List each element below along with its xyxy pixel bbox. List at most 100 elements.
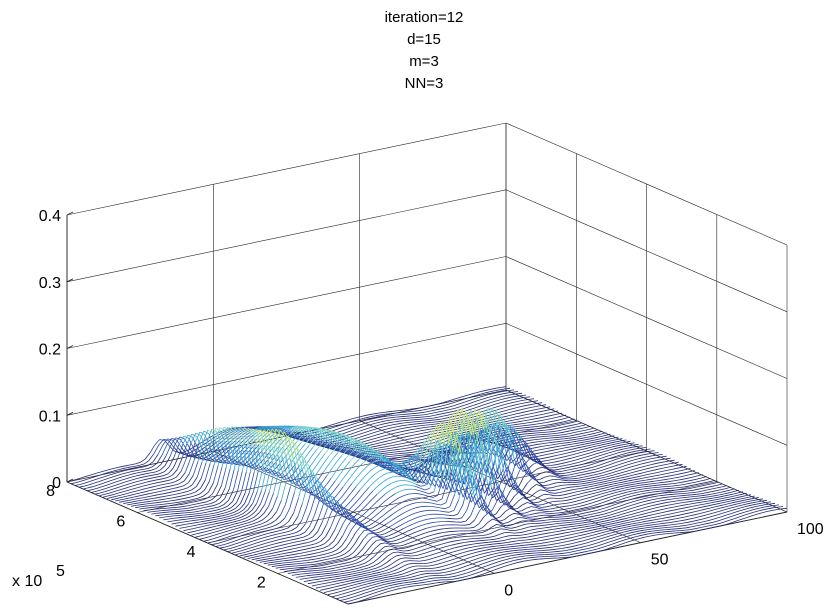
surface-segment bbox=[266, 428, 273, 445]
surface-segment bbox=[254, 532, 260, 535]
surface-segment bbox=[655, 477, 661, 479]
surface-segment bbox=[339, 557, 345, 560]
surface-segment bbox=[162, 438, 169, 446]
surface-segment bbox=[76, 477, 82, 480]
surface-segment bbox=[400, 458, 406, 460]
surface-segment bbox=[484, 504, 490, 510]
surface-segment bbox=[235, 522, 241, 525]
surface-segment bbox=[564, 489, 570, 492]
surface-segment bbox=[581, 450, 587, 453]
surface-segment bbox=[577, 479, 583, 481]
surface-segment bbox=[612, 497, 618, 500]
surface-segment bbox=[181, 491, 187, 494]
surface-segment bbox=[624, 486, 630, 489]
surface-segment bbox=[218, 504, 224, 508]
surface-segment bbox=[353, 447, 359, 453]
surface-segment bbox=[519, 513, 525, 516]
surface-segment bbox=[621, 497, 627, 500]
surface-segment bbox=[401, 445, 407, 447]
surface-segment bbox=[554, 509, 560, 512]
surface-segment bbox=[131, 472, 137, 475]
surface-segment bbox=[323, 563, 329, 566]
surface-segment bbox=[249, 552, 255, 554]
surface-segment bbox=[519, 429, 525, 431]
surface-segment bbox=[541, 404, 547, 406]
surface-segment bbox=[227, 501, 233, 507]
surface-segment bbox=[507, 439, 513, 452]
surface-segment bbox=[350, 495, 356, 502]
surface-segment bbox=[294, 472, 300, 493]
surface-segment bbox=[439, 528, 445, 530]
surface-segment bbox=[572, 494, 578, 497]
surface-segment bbox=[255, 438, 261, 445]
surface-segment bbox=[552, 427, 558, 430]
surface-segment bbox=[376, 436, 382, 439]
surface-segment bbox=[302, 542, 308, 545]
surface-segment bbox=[341, 538, 347, 546]
surface-segment bbox=[240, 520, 246, 523]
surface-segment bbox=[669, 477, 675, 480]
surface-segment bbox=[217, 538, 223, 541]
surface-segment bbox=[93, 481, 99, 484]
surface-segment bbox=[119, 500, 125, 503]
surface-segment bbox=[693, 472, 699, 475]
surface-segment bbox=[418, 493, 424, 496]
surface-segment bbox=[416, 439, 422, 441]
surface-segment bbox=[225, 442, 232, 468]
surface-segment bbox=[344, 461, 351, 468]
surface-segment bbox=[312, 441, 319, 448]
surface-segment bbox=[300, 523, 306, 531]
surface-segment bbox=[616, 440, 622, 443]
surface-segment bbox=[620, 441, 626, 444]
surface-segment bbox=[201, 531, 207, 534]
surface-segment bbox=[135, 462, 141, 465]
surface-segment bbox=[180, 458, 187, 472]
surface-segment bbox=[405, 429, 411, 432]
surface-segment bbox=[311, 480, 317, 492]
surface-segment bbox=[656, 456, 662, 459]
surface-segment bbox=[178, 485, 184, 488]
surface-segment bbox=[504, 429, 511, 456]
surface-segment bbox=[423, 434, 429, 447]
surface-segment bbox=[493, 467, 499, 477]
surface-segment bbox=[210, 516, 216, 519]
surface-segment bbox=[556, 503, 562, 505]
surface-segment bbox=[524, 399, 530, 401]
surface-segment bbox=[285, 551, 291, 554]
surface-segment bbox=[533, 453, 540, 462]
surface-segment bbox=[128, 485, 134, 488]
surface-segment bbox=[544, 453, 550, 456]
surface-segment bbox=[269, 525, 276, 528]
surface-segment bbox=[668, 480, 674, 483]
surface-segment bbox=[111, 481, 117, 484]
surface-segment bbox=[400, 448, 406, 450]
surface-segment bbox=[243, 555, 249, 558]
surface-segment bbox=[555, 419, 561, 422]
surface-segment bbox=[132, 487, 138, 490]
surface-segment bbox=[653, 482, 659, 484]
surface-segment bbox=[211, 428, 217, 433]
surface-segment bbox=[556, 443, 562, 445]
surface-segment bbox=[380, 528, 386, 533]
surface-segment bbox=[417, 467, 424, 480]
surface-segment bbox=[429, 415, 435, 417]
surface-segment bbox=[419, 490, 425, 493]
surface-segment bbox=[633, 458, 639, 461]
surface-segment bbox=[509, 389, 515, 391]
surface-segment bbox=[267, 426, 273, 429]
surface-segment bbox=[348, 551, 355, 557]
surface-segment bbox=[529, 412, 535, 415]
surface-segment bbox=[363, 453, 369, 457]
surface-segment bbox=[629, 456, 635, 459]
surface-segment bbox=[310, 543, 317, 546]
surface-segment bbox=[669, 459, 675, 462]
surface-segment bbox=[161, 444, 168, 456]
surface-segment bbox=[267, 550, 273, 552]
surface-segment bbox=[627, 463, 633, 466]
surface-segment bbox=[431, 521, 437, 524]
surface-segment bbox=[607, 498, 613, 502]
surface-segment bbox=[527, 464, 533, 470]
surface-segment bbox=[621, 467, 627, 471]
surface-segment bbox=[280, 537, 286, 540]
surface-segment bbox=[230, 537, 237, 540]
